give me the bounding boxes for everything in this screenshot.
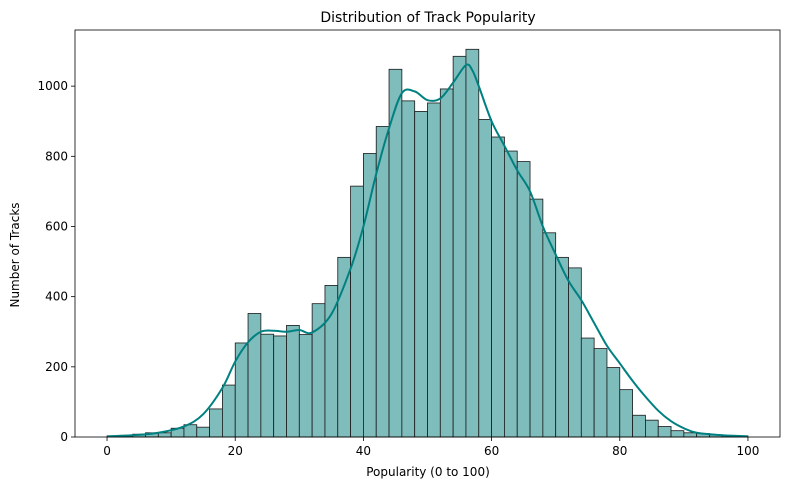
histogram-bar [375, 126, 390, 438]
x-axis-label: Popularity (0 to 100) [366, 465, 490, 479]
histogram-bar [273, 335, 287, 438]
histogram-bar [465, 48, 480, 438]
histogram-bar [657, 426, 672, 438]
histogram-bar [324, 285, 339, 438]
y-tick-label: 0 [60, 430, 68, 444]
histogram-bar [414, 111, 428, 438]
histogram-bar [286, 325, 300, 438]
histogram-bar [568, 267, 582, 438]
y-tick-label: 600 [45, 219, 68, 233]
histogram-bar [593, 348, 608, 438]
histogram-bar [606, 367, 621, 438]
histogram-bar [529, 198, 544, 438]
y-tick-label: 1000 [37, 79, 68, 93]
x-tick-label: 20 [228, 444, 243, 458]
x-axis-ticks: 0 20 40 60 80 100 [103, 437, 759, 458]
x-tick-label: 40 [356, 444, 371, 458]
histogram-bars [106, 48, 749, 438]
histogram-bar [645, 419, 659, 438]
histogram-bar [555, 256, 569, 438]
kde-curve [107, 63, 748, 438]
histogram-bar [491, 136, 505, 438]
histogram-bar [260, 333, 275, 438]
histogram-bar [516, 161, 531, 438]
histogram-bar [452, 55, 467, 438]
histogram-bar [222, 384, 236, 438]
x-tick-label: 80 [612, 444, 627, 458]
histogram-bar [401, 100, 416, 438]
histogram-bar [427, 102, 441, 438]
x-tick-label: 60 [484, 444, 499, 458]
histogram-bar [196, 426, 210, 438]
histogram-bar [619, 389, 633, 438]
histogram-bar [478, 119, 492, 438]
histogram-bar [439, 88, 454, 438]
histogram-bar [504, 150, 518, 438]
histogram-bar [580, 337, 595, 438]
y-tick-label: 800 [45, 149, 68, 163]
histogram-bar [670, 430, 685, 438]
plot-frame [74, 29, 781, 438]
x-tick-label: 0 [103, 444, 111, 458]
x-tick-label: 100 [737, 444, 760, 458]
histogram-bar [683, 432, 698, 438]
plot-border [74, 29, 781, 438]
histogram-bar [298, 334, 313, 438]
y-tick-label: 200 [45, 360, 68, 374]
y-axis-ticks: 0 200 400 600 800 1000 [37, 79, 75, 444]
histogram-bar [350, 185, 364, 438]
chart-title: Distribution of Track Popularity [320, 10, 535, 26]
y-tick-label: 400 [45, 290, 68, 304]
histogram-bar [209, 408, 223, 438]
y-axis-label: Number of Tracks [8, 202, 22, 307]
histogram-bar [542, 232, 557, 438]
histogram-bar [632, 414, 646, 438]
